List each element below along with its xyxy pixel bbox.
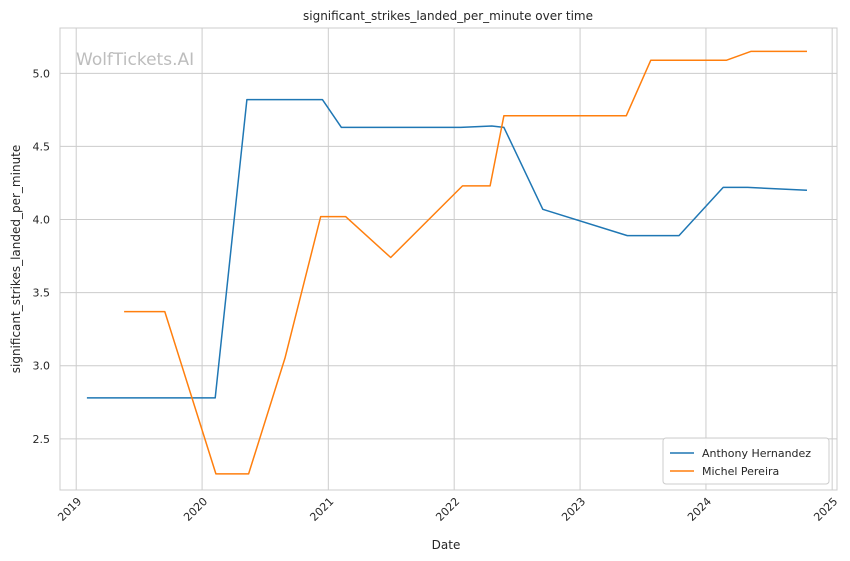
legend-label-michel-pereira: Michel Pereira [702,465,779,478]
y-tick-labels: 2.5 3.0 3.5 4.0 4.5 5.0 [33,67,51,446]
legend-box [662,437,830,485]
chart-title: significant_strikes_landed_per_minute ov… [303,9,593,23]
y-tick-label: 4.5 [33,140,51,153]
series-line-michel-pereira [124,50,807,475]
watermark: WolfTickets.AI [76,50,194,70]
y-tick-label: 4.0 [33,214,51,227]
y-tick-label: 2.5 [33,433,51,446]
legend-label-anthony-hernandez: Anthony Hernandez [702,447,811,460]
grid [60,28,837,490]
y-tick-label: 5.0 [33,67,51,80]
y-tick-label: 3.0 [33,360,51,373]
y-axis-title: significant_strikes_landed_per_minute [9,145,23,374]
x-axis-title: Date [432,538,461,552]
series-line-anthony-hernandez [86,98,808,399]
legend: Anthony Hernandez Michel Pereira [662,437,830,485]
series-layer [86,50,808,475]
y-tick-label: 3.5 [33,287,51,300]
plot-area [59,27,838,491]
